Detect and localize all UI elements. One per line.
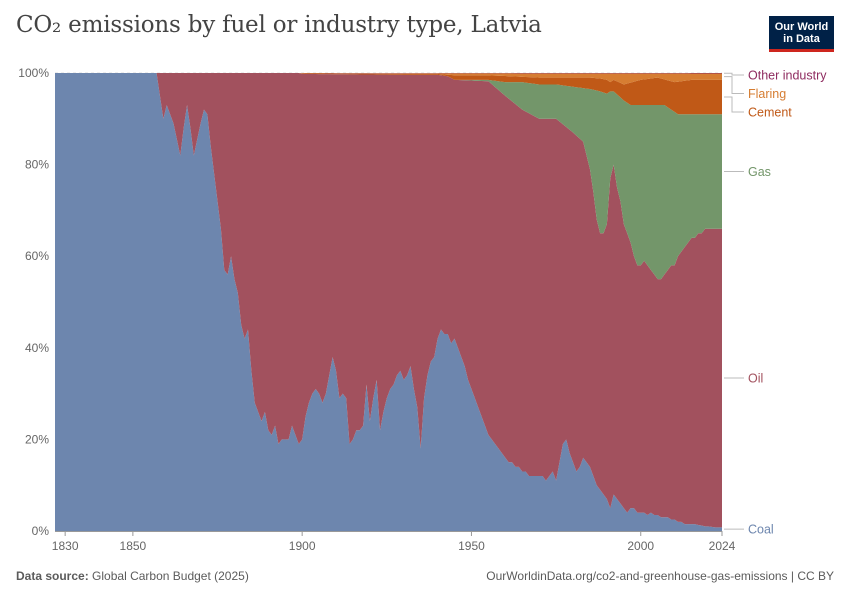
legend-gas[interactable]: Gas <box>748 165 771 179</box>
y-tick-label: 60% <box>25 249 49 263</box>
y-tick-label: 20% <box>25 432 49 446</box>
y-tick-label: 80% <box>25 158 49 172</box>
x-tick-label: 1830 <box>52 539 79 553</box>
y-tick-label: 100% <box>18 66 49 80</box>
chart-title: CO₂ emissions by fuel or industry type, … <box>16 12 542 38</box>
area-series <box>55 73 722 531</box>
x-tick-label: 1950 <box>458 539 485 553</box>
legend-other-industry[interactable]: Other industry <box>748 69 827 83</box>
x-tick-label: 2024 <box>709 539 736 553</box>
area-gas[interactable] <box>55 73 722 280</box>
data-source-value: Global Carbon Budget (2025) <box>92 569 249 583</box>
legend-connector <box>724 72 744 76</box>
legend-coal[interactable]: Coal <box>748 523 774 537</box>
legend-cement[interactable]: Cement <box>748 106 792 120</box>
x-tick-label: 1850 <box>120 539 147 553</box>
owid-logo[interactable]: Our World in Data <box>769 16 834 52</box>
logo-line1: Our World <box>774 21 829 33</box>
data-source-label: Data source: <box>16 569 89 583</box>
y-tick-label: 40% <box>25 341 49 355</box>
legend-connector <box>724 76 744 94</box>
area-coal[interactable] <box>55 73 722 531</box>
area-cement[interactable] <box>55 73 722 115</box>
legend: Coal Oil Gas Cement Flaring Other industry <box>724 69 827 537</box>
legend-oil[interactable]: Oil <box>748 372 763 386</box>
x-tick-label: 1900 <box>289 539 316 553</box>
footer-url[interactable]: OurWorldinData.org/co2-and-greenhouse-ga… <box>486 569 834 583</box>
area-oil[interactable] <box>55 73 722 528</box>
axes: 0% 20% 40% 60% 80% 100% 1830 1850 1900 1950 2000 20… <box>18 66 735 553</box>
legend-flaring[interactable]: Flaring <box>748 87 786 101</box>
y-tick-label: 0% <box>32 524 50 538</box>
area-flaring[interactable] <box>55 73 722 85</box>
x-tick-label: 2000 <box>627 539 654 553</box>
logo-line2: in Data <box>783 33 820 45</box>
legend-connector <box>724 96 744 113</box>
data-source: Data source: Global Carbon Budget (2025) <box>16 569 249 583</box>
